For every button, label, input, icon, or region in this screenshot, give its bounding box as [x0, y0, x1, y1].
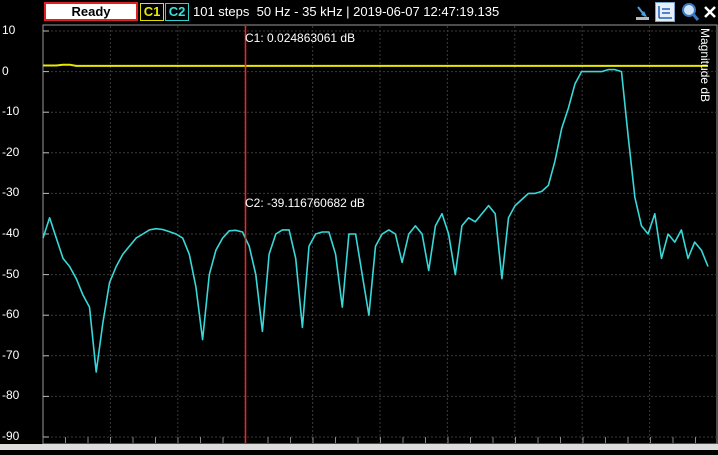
- sweep-status-text: 101 steps 50 Hz - 35 kHz | 2019-06-07 12…: [193, 4, 500, 19]
- toolbar: Ready C1 C2 101 steps 50 Hz - 35 kHz | 2…: [0, 0, 718, 24]
- y-tick-label: -70: [2, 347, 20, 362]
- series-line-c2: [42, 68, 709, 373]
- y-tick-label: -10: [2, 104, 20, 119]
- y-tick-label: -20: [2, 144, 20, 159]
- ready-button[interactable]: Ready: [44, 2, 138, 21]
- plot-area[interactable]: [0, 24, 718, 450]
- y-tick-label: -50: [2, 266, 20, 281]
- y-tick-label: -80: [2, 388, 20, 403]
- marker-icon-glyph: [636, 6, 649, 20]
- marker-c2-label: C2: -39.116760682 dB: [245, 196, 365, 210]
- y-tick-label: 10: [2, 23, 16, 37]
- chart-settings-icon[interactable]: [655, 2, 675, 22]
- y-tick-label: -30: [2, 185, 20, 200]
- marker-c1-label: C1: 0.024863061 dB: [245, 31, 356, 45]
- close-icon-glyph: [704, 6, 716, 18]
- close-icon[interactable]: [701, 2, 718, 22]
- zoom-icon[interactable]: [680, 2, 700, 22]
- marker-icon[interactable]: [632, 2, 652, 22]
- horizontal-scrollbar[interactable]: [0, 444, 718, 450]
- y-tick-label: -60: [2, 307, 20, 322]
- zoom-icon-glyph: [682, 3, 700, 21]
- y-tick-label: 0: [2, 63, 9, 78]
- y-tick-label: -40: [2, 226, 20, 240]
- y-tick-label: -90: [2, 429, 20, 443]
- series-line-c1: [43, 63, 708, 67]
- channel-c1-button[interactable]: C1: [140, 3, 164, 21]
- chart-settings-icon-glyph: [658, 6, 672, 19]
- plot-svg[interactable]: [0, 24, 718, 450]
- y-axis-label: Magnitude dB: [696, 28, 718, 108]
- y-axis-label-text: Magnitude dB: [698, 28, 712, 103]
- channel-c2-button[interactable]: C2: [165, 3, 189, 21]
